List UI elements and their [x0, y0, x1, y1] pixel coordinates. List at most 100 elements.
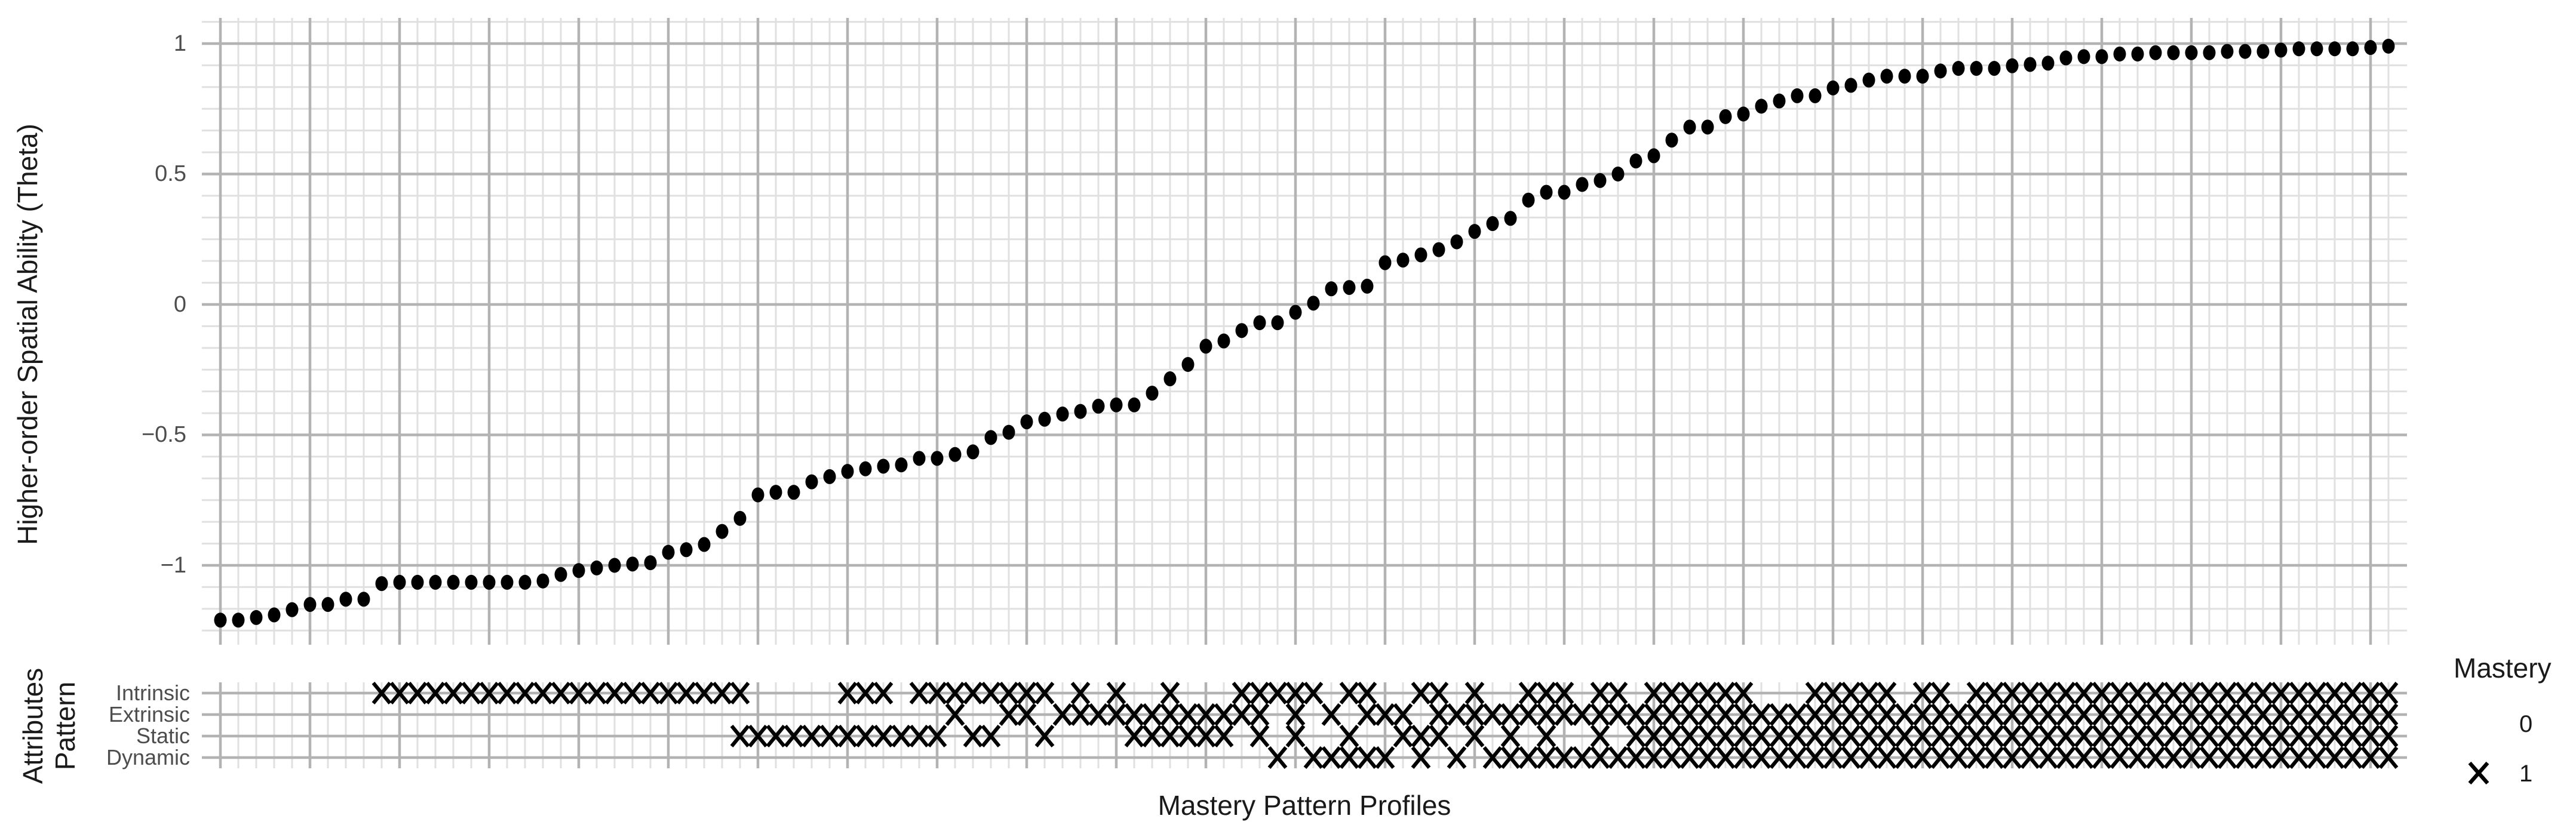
theta-point [250, 610, 263, 625]
theta-point [1396, 253, 1410, 268]
theta-point [1289, 304, 1302, 320]
theta-point [590, 560, 603, 575]
theta-point [518, 574, 532, 590]
mastery-x-marks [371, 682, 2399, 769]
theta-point [1253, 315, 1266, 331]
theta-point [948, 447, 962, 462]
theta-point [1755, 99, 1768, 114]
theta-point [2256, 44, 2270, 59]
attribute-row-label-intrinsic: Intrinsic [115, 681, 190, 705]
theta-point [411, 574, 424, 590]
legend-title: Mastery [2454, 652, 2552, 684]
theta-point [1486, 216, 1499, 232]
theta-point [2077, 49, 2090, 64]
theta-point [877, 458, 890, 474]
theta-point [2113, 46, 2126, 61]
theta-point [931, 451, 944, 466]
theta-point [2328, 41, 2341, 57]
theta-point [644, 555, 657, 571]
theta-point [321, 597, 334, 612]
theta-point [1271, 315, 1284, 331]
theta-point [2274, 42, 2288, 58]
theta-point [1128, 397, 1141, 413]
theta-point [429, 574, 442, 590]
theta-point [1594, 173, 1607, 188]
theta-point [303, 597, 317, 612]
theta-point [1217, 333, 1230, 349]
theta-point [268, 607, 281, 623]
theta-point [2310, 41, 2323, 57]
theta-point [2292, 41, 2305, 57]
theta-point [1970, 61, 1983, 76]
theta-point [1988, 61, 2001, 76]
theta-point [1038, 411, 1051, 427]
theta-point [465, 574, 478, 590]
theta-point [1647, 148, 1660, 164]
x-axis-title: Mastery Pattern Profiles [1157, 790, 1451, 821]
theta-point [1665, 133, 1678, 148]
theta-point [2131, 46, 2144, 61]
theta-point [536, 573, 549, 589]
theta-point [1576, 177, 1589, 192]
y-tick-label-neg0_5: −0.5 [141, 422, 186, 447]
theta-point [2221, 44, 2234, 59]
theta-point [2095, 49, 2108, 64]
theta-point [2041, 56, 2055, 71]
theta-point [1952, 61, 1965, 76]
theta-point [2203, 45, 2216, 60]
theta-point [1468, 224, 1481, 239]
theta-point [1056, 407, 1069, 422]
y-tick-label-neg1: −1 [160, 553, 186, 578]
y-tick-label-0: 0 [173, 292, 186, 317]
theta-point [232, 612, 245, 628]
theta-point [895, 457, 908, 473]
theta-point [1522, 192, 1535, 208]
theta-point [751, 487, 764, 503]
theta-point [2239, 44, 2252, 59]
theta-point [572, 563, 585, 578]
theta-point [1307, 296, 1320, 311]
theta-point [1074, 404, 1087, 419]
theta-point [393, 574, 406, 590]
theta-point [1934, 63, 1947, 79]
theta-point [2024, 57, 2037, 72]
theta-point [1826, 80, 1840, 96]
theta-point [662, 544, 675, 560]
theta-point [339, 592, 352, 607]
theta-point [680, 542, 693, 558]
theta-point [913, 451, 926, 466]
theta-point [1719, 109, 1732, 124]
theta-point [375, 576, 388, 592]
theta-point [1110, 397, 1123, 413]
attributes-panel-title-line2: Pattern [50, 681, 81, 771]
theta-point [966, 444, 980, 460]
attributes-panel-title-line1: Attributes [17, 667, 48, 784]
theta-point [1540, 184, 1553, 200]
theta-point [984, 430, 997, 445]
theta-point [823, 469, 836, 484]
theta-point [483, 574, 496, 590]
theta-point [447, 574, 460, 590]
theta-point [2167, 45, 2180, 60]
theta-point [1378, 255, 1392, 270]
theta-point [1146, 386, 1159, 401]
theta-point [1916, 69, 1929, 84]
theta-point [1199, 338, 1212, 354]
theta-point [2059, 50, 2073, 66]
theta-point [1020, 414, 1033, 430]
theta-point [1163, 371, 1177, 387]
y-tick-label-0_5: 0.5 [155, 161, 186, 186]
attribute-row-label-extrinsic: Extrinsic [108, 702, 190, 727]
y-tick-label-1: 1 [173, 31, 186, 56]
theta-point [1181, 357, 1195, 373]
theta-point [608, 558, 621, 573]
attribute-row-label-dynamic: Dynamic [106, 745, 190, 769]
theta-point [1414, 247, 1427, 263]
theta-point [1683, 119, 1696, 135]
theta-point [841, 464, 854, 479]
theta-point [2185, 45, 2198, 60]
theta-point [1862, 72, 1875, 88]
theta-point [501, 574, 514, 590]
theta-point [787, 485, 800, 500]
